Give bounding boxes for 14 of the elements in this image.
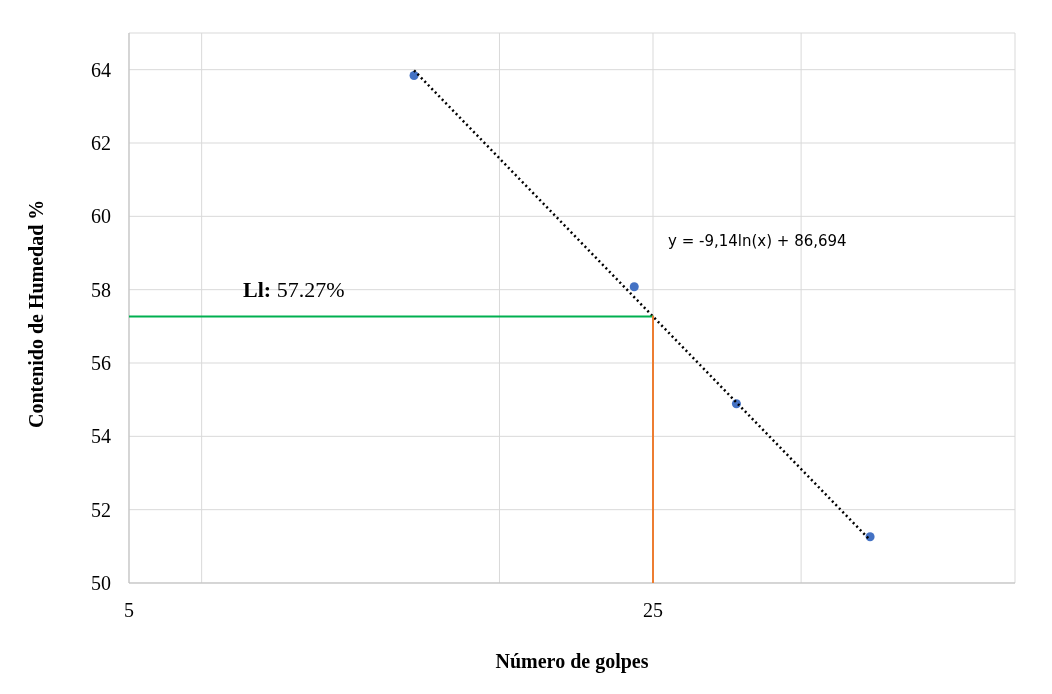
y-tick-label: 60 xyxy=(91,205,111,228)
y-axis-title: Contenido de Humedad % xyxy=(25,199,48,428)
x-tick-label: 25 xyxy=(643,599,663,622)
y-tick-label: 64 xyxy=(91,58,111,81)
y-tick-label: 58 xyxy=(91,278,111,301)
annotation: y = -9,14ln(x) + 86,694 xyxy=(668,232,847,250)
annotation: Ll: 57.27% xyxy=(243,277,345,302)
y-tick-label: 56 xyxy=(91,352,111,375)
y-tick-label: 54 xyxy=(91,425,111,448)
y-tick-label: 50 xyxy=(91,572,111,595)
y-tick-label: 52 xyxy=(91,498,111,521)
x-axis-title: Número de golpes xyxy=(495,650,649,673)
x-tick-label: 5 xyxy=(124,599,134,622)
y-tick-label: 62 xyxy=(91,132,111,155)
